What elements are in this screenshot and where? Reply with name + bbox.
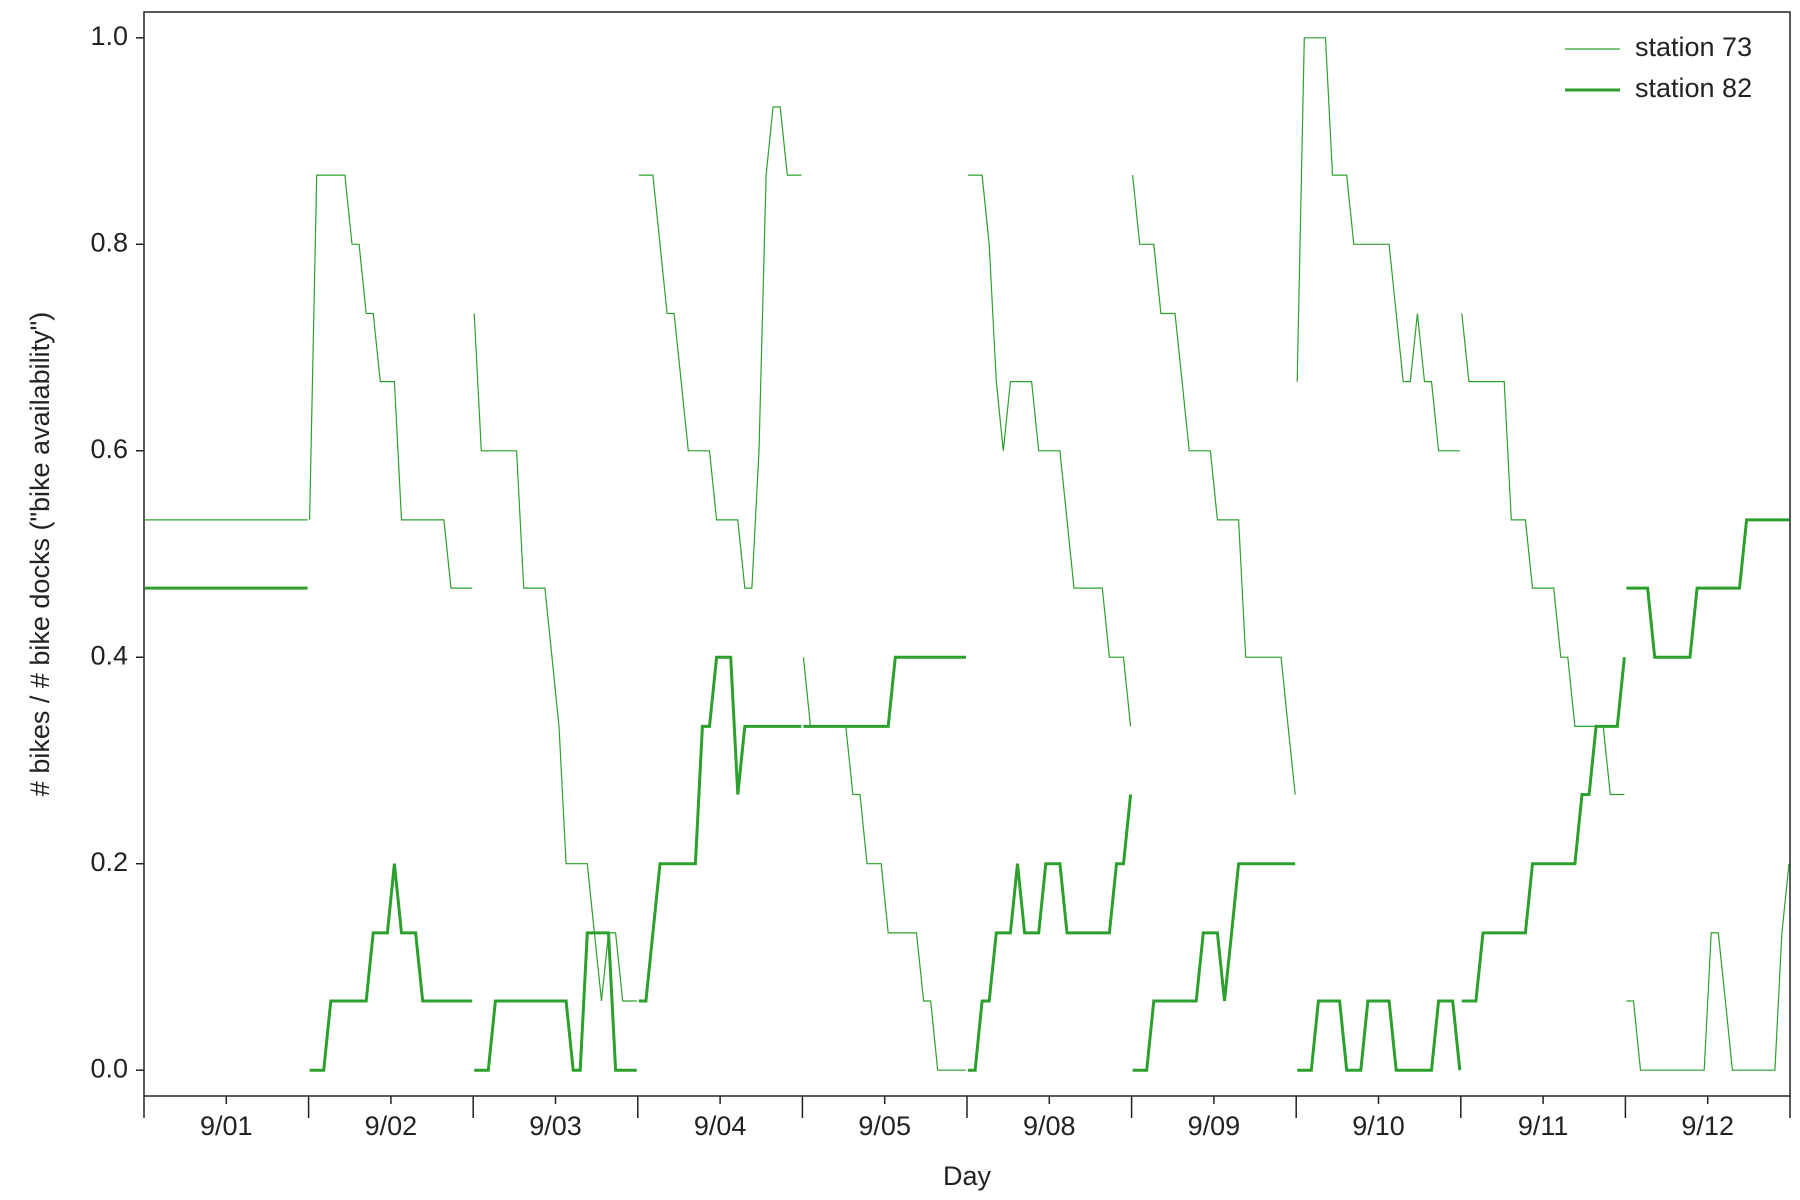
- series-line: [638, 106, 802, 589]
- series-line: [1297, 999, 1462, 1072]
- y-tick-label: 1.0: [90, 21, 128, 51]
- series-line: [803, 655, 966, 728]
- series-line: [1626, 518, 1789, 659]
- series-line: [473, 313, 637, 1002]
- series-line: [474, 931, 637, 1072]
- y-axis-label: # bikes / # bike docks ("bike availabili…: [25, 312, 55, 796]
- x-tick-label: 9/08: [1023, 1111, 1076, 1141]
- series-line: [1132, 862, 1296, 1072]
- series-line: [1296, 37, 1460, 452]
- x-tick-label: 9/10: [1352, 1111, 1405, 1141]
- plot-frame: [143, 11, 1791, 1097]
- series-line: [1461, 657, 1626, 1003]
- x-tick-label: 9/04: [694, 1111, 747, 1141]
- series-line: [638, 655, 802, 1003]
- y-tick-label: 0.0: [90, 1053, 128, 1083]
- y-tick-label: 0.2: [90, 847, 128, 877]
- y-tick-label: 0.6: [90, 434, 128, 464]
- x-tick-label: 9/11: [1518, 1111, 1569, 1141]
- x-tick-label: 9/05: [858, 1111, 911, 1141]
- y-tick-label: 0.8: [90, 227, 128, 257]
- series-line: [1626, 863, 1790, 1071]
- series-line: [968, 174, 1132, 727]
- x-tick-label: 9/12: [1681, 1111, 1734, 1141]
- x-tick-label: 9/09: [1188, 1111, 1241, 1141]
- x-axis-label: Day: [943, 1161, 992, 1191]
- series-line: [1132, 175, 1296, 795]
- series-line: [1461, 313, 1625, 796]
- legend-label: station 73: [1635, 32, 1752, 62]
- series-line: [968, 794, 1133, 1072]
- legend-label: station 82: [1635, 73, 1752, 103]
- series-line: [309, 174, 473, 589]
- x-tick-label: 9/02: [365, 1111, 418, 1141]
- x-tick-label: 9/03: [529, 1111, 582, 1141]
- series-line: [802, 657, 966, 1071]
- y-tick-label: 0.4: [90, 640, 128, 670]
- x-tick-label: 9/01: [200, 1111, 253, 1141]
- series-line: [309, 863, 473, 1072]
